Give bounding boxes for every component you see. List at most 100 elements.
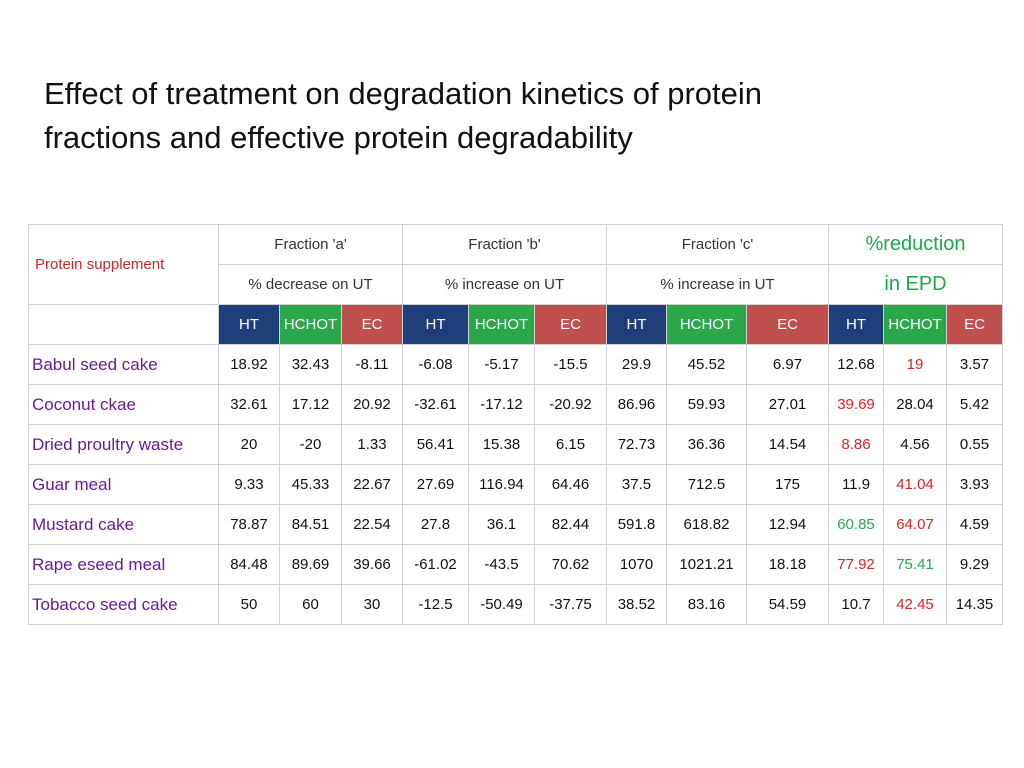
table-cell: 28.04: [883, 384, 947, 425]
table-cell: -12.5: [402, 584, 469, 625]
table-cell: 27.01: [746, 384, 829, 425]
table-cell: 9.29: [946, 544, 1003, 585]
row-header-cell: Protein supplement: [28, 224, 219, 305]
table-cell: 36.1: [468, 504, 535, 545]
group-subheader-row: % decrease on UT % increase on UT % incr…: [29, 264, 1003, 305]
table-cell: 27.8: [402, 504, 469, 545]
treatment-header-ht: HT: [402, 304, 469, 345]
table-cell: -32.61: [402, 384, 469, 425]
table-cell: 5.42: [946, 384, 1003, 425]
table-cell: 70.62: [534, 544, 607, 585]
table-cell: 0.55: [946, 424, 1003, 465]
table-cell: 11.9: [828, 464, 884, 505]
table-cell: -37.75: [534, 584, 607, 625]
table-cell: 1021.21: [666, 544, 747, 585]
group-fraction-c: Fraction 'c': [606, 224, 829, 265]
table-cell: 72.73: [606, 424, 667, 465]
treatment-corner-cell: [28, 304, 219, 345]
table-cell: 41.04: [883, 464, 947, 505]
subheader-fraction-a: % decrease on UT: [218, 264, 403, 305]
table-cell: -20: [279, 424, 342, 465]
table-cell: 42.45: [883, 584, 947, 625]
table-cell: 4.59: [946, 504, 1003, 545]
table-cell: 4.56: [883, 424, 947, 465]
table-cell: -17.12: [468, 384, 535, 425]
table-cell: 17.12: [279, 384, 342, 425]
table-cell: -61.02: [402, 544, 469, 585]
table-cell: 82.44: [534, 504, 607, 545]
table-cell: 3.93: [946, 464, 1003, 505]
table-row: Rape eseed meal 84.48 89.69 39.66 -61.02 -43.…: [28, 544, 1003, 585]
table-cell: 591.8: [606, 504, 667, 545]
table-cell: 39.66: [341, 544, 403, 585]
table-cell: 75.41: [883, 544, 947, 585]
treatment-header-ec: EC: [946, 304, 1003, 345]
treatment-header-row: HT HCHOT EC HT HCHOT EC HT HCHOT EC HT HCHOT EC: [28, 304, 1003, 345]
table-cell: -43.5: [468, 544, 535, 585]
row-label: Tobacco seed cake: [28, 584, 219, 625]
table-cell: 64.07: [883, 504, 947, 545]
table-cell: 22.67: [341, 464, 403, 505]
treatment-header-hchot: HCHOT: [468, 304, 535, 345]
group-header-row: Protein supplement Fraction 'a' Fraction…: [28, 224, 1003, 305]
row-label: Mustard cake: [28, 504, 219, 545]
table-cell: 32.61: [218, 384, 280, 425]
table-cell: 86.96: [606, 384, 667, 425]
slide-title: Effect of treatment on degradation kinet…: [44, 72, 984, 160]
table-cell: 20.92: [341, 384, 403, 425]
results-table: Protein supplement Fraction 'a' Fraction…: [28, 224, 1003, 625]
row-label: Guar meal: [28, 464, 219, 505]
table-row: Coconut ckae 32.61 17.12 20.92 -32.61 -17.12-…: [28, 384, 1003, 425]
table-cell: 14.54: [746, 424, 829, 465]
table-cell: 18.18: [746, 544, 829, 585]
table-cell: 3.57: [946, 344, 1003, 385]
table-cell: 6.97: [746, 344, 829, 385]
table-cell: -8.11: [341, 344, 403, 385]
table-row: Babul seed cake 18.92 32.43 -8.11 -6.08 -5.17…: [28, 344, 1003, 385]
table-cell: 39.69: [828, 384, 884, 425]
treatment-header-hchot: HCHOT: [883, 304, 947, 345]
table-cell: -50.49: [468, 584, 535, 625]
table-cell: -5.17: [468, 344, 535, 385]
table-cell: 10.7: [828, 584, 884, 625]
row-label: Rape eseed meal: [28, 544, 219, 585]
table-cell: 32.43: [279, 344, 342, 385]
subheader-fraction-b: % increase on UT: [402, 264, 607, 305]
table-cell: 6.15: [534, 424, 607, 465]
table-cell: 116.94: [468, 464, 535, 505]
subheader-fraction-c: % increase in UT: [606, 264, 829, 305]
table-row: Tobacco seed cake 50 60 30 -12.5 -50.49 -37.75…: [28, 584, 1003, 625]
table-cell: 618.82: [666, 504, 747, 545]
row-label: Coconut ckae: [28, 384, 219, 425]
table-cell: 84.48: [218, 544, 280, 585]
table-cell: 175: [746, 464, 829, 505]
table-cell: 22.54: [341, 504, 403, 545]
group-fraction-a: Fraction 'a': [218, 224, 403, 265]
table-cell: 45.33: [279, 464, 342, 505]
row-label: Dried proultry waste: [28, 424, 219, 465]
table-cell: 19: [883, 344, 947, 385]
slide-title-line-1: Effect of treatment on degradation kinet…: [44, 76, 763, 111]
table-cell: 14.35: [946, 584, 1003, 625]
table-cell: 20: [218, 424, 280, 465]
table-cell: 12.94: [746, 504, 829, 545]
treatment-header-ht: HT: [606, 304, 667, 345]
table-cell: 38.52: [606, 584, 667, 625]
table-cell: 8.86: [828, 424, 884, 465]
treatment-header-hchot: HCHOT: [279, 304, 342, 345]
treatment-header-ec: EC: [746, 304, 829, 345]
table-cell: 59.93: [666, 384, 747, 425]
table-cell: -6.08: [402, 344, 469, 385]
group-reduction: %reduction: [828, 224, 1003, 265]
treatment-header-ec: EC: [534, 304, 607, 345]
table-cell: 36.36: [666, 424, 747, 465]
treatment-header-ht: HT: [828, 304, 884, 345]
table-row: Mustard cake 78.87 84.51 22.54 27.8 36.1 82.44…: [28, 504, 1003, 545]
table-cell: 54.59: [746, 584, 829, 625]
table-cell: 15.38: [468, 424, 535, 465]
treatment-header-ht: HT: [218, 304, 280, 345]
table-cell: 64.46: [534, 464, 607, 505]
table-cell: 50: [218, 584, 280, 625]
table-row: Guar meal 9.33 45.33 22.67 27.69 116.94 64.46 3…: [28, 464, 1003, 505]
table-cell: 1070: [606, 544, 667, 585]
